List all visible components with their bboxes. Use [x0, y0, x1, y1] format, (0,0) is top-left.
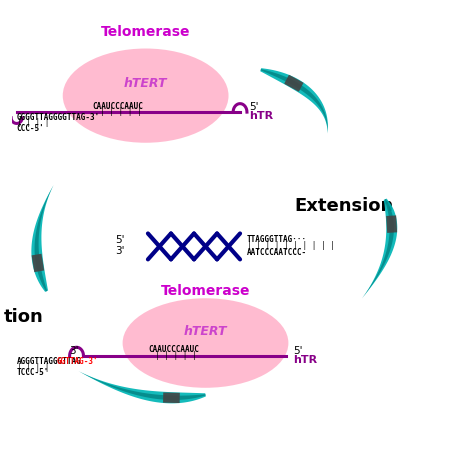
- Text: CCC-5': CCC-5': [17, 124, 45, 133]
- Text: Telomerase: Telomerase: [161, 284, 250, 298]
- Text: Extension: Extension: [294, 197, 393, 215]
- Polygon shape: [386, 215, 397, 233]
- Text: GGTTAG-3': GGTTAG-3': [56, 357, 98, 366]
- Text: Telomerase: Telomerase: [101, 25, 191, 39]
- Text: AATCCCAATCCC-: AATCCCAATCCC-: [247, 247, 307, 256]
- Text: CAAUCCCAAUC: CAAUCCCAAUC: [148, 345, 199, 354]
- Text: GGGGTTAGGGGTTAG-3': GGGGTTAGGGGTTAG-3': [17, 113, 100, 122]
- Text: TCCC-5': TCCC-5': [17, 368, 49, 377]
- Text: hTR: hTR: [293, 355, 317, 365]
- Polygon shape: [31, 185, 54, 292]
- Text: hTERT: hTERT: [124, 77, 167, 91]
- Polygon shape: [362, 199, 394, 298]
- Text: 5': 5': [115, 235, 125, 246]
- Text: 5': 5': [293, 346, 302, 356]
- Text: TTAGGGTTAG···: TTAGGGTTAG···: [247, 235, 307, 244]
- Text: CAAUCCCAAUC: CAAUCCCAAUC: [93, 101, 144, 110]
- Polygon shape: [35, 185, 54, 292]
- Text: hTERT: hTERT: [184, 325, 227, 338]
- Polygon shape: [284, 75, 303, 92]
- Text: hTR: hTR: [249, 111, 273, 121]
- Polygon shape: [163, 392, 180, 403]
- Text: tion: tion: [4, 308, 44, 326]
- Text: 5': 5': [249, 102, 259, 112]
- Polygon shape: [79, 371, 206, 400]
- Polygon shape: [79, 371, 206, 403]
- Text: AGGGTTAGGGTTAG: AGGGTTAGGGTTAG: [17, 357, 82, 366]
- Text: | | | | |: | | | | |: [155, 351, 196, 360]
- Ellipse shape: [63, 48, 228, 143]
- Text: 3': 3': [115, 246, 125, 256]
- Polygon shape: [362, 199, 397, 298]
- Text: | | | |: | | | |: [17, 363, 49, 372]
- Text: | | | | | | | | | |: | | | | | | | | | |: [247, 241, 335, 250]
- Text: 3': 3': [69, 346, 79, 356]
- Polygon shape: [32, 254, 44, 272]
- Ellipse shape: [123, 298, 288, 388]
- Polygon shape: [260, 68, 328, 133]
- Text: | | | | |: | | | | |: [100, 107, 141, 116]
- Text: | | | |: | | | |: [17, 118, 49, 128]
- Polygon shape: [261, 69, 328, 133]
